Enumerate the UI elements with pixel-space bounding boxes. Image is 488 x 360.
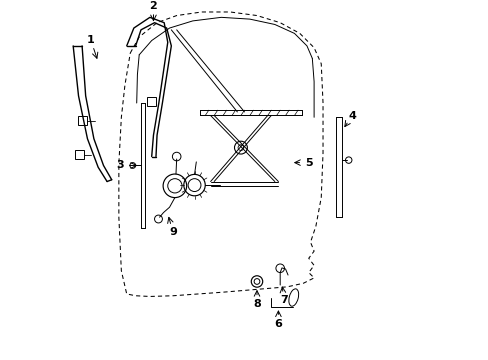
- Bar: [75, 150, 84, 159]
- Text: 1: 1: [87, 35, 95, 45]
- Text: 3: 3: [116, 161, 124, 171]
- Bar: [78, 116, 87, 126]
- Text: 5: 5: [305, 158, 312, 168]
- Text: 8: 8: [253, 299, 260, 309]
- Text: 2: 2: [149, 1, 157, 10]
- Bar: [147, 96, 156, 106]
- Text: 9: 9: [169, 227, 177, 237]
- Text: 6: 6: [274, 319, 282, 329]
- Text: 7: 7: [279, 295, 287, 305]
- Text: 4: 4: [347, 111, 356, 121]
